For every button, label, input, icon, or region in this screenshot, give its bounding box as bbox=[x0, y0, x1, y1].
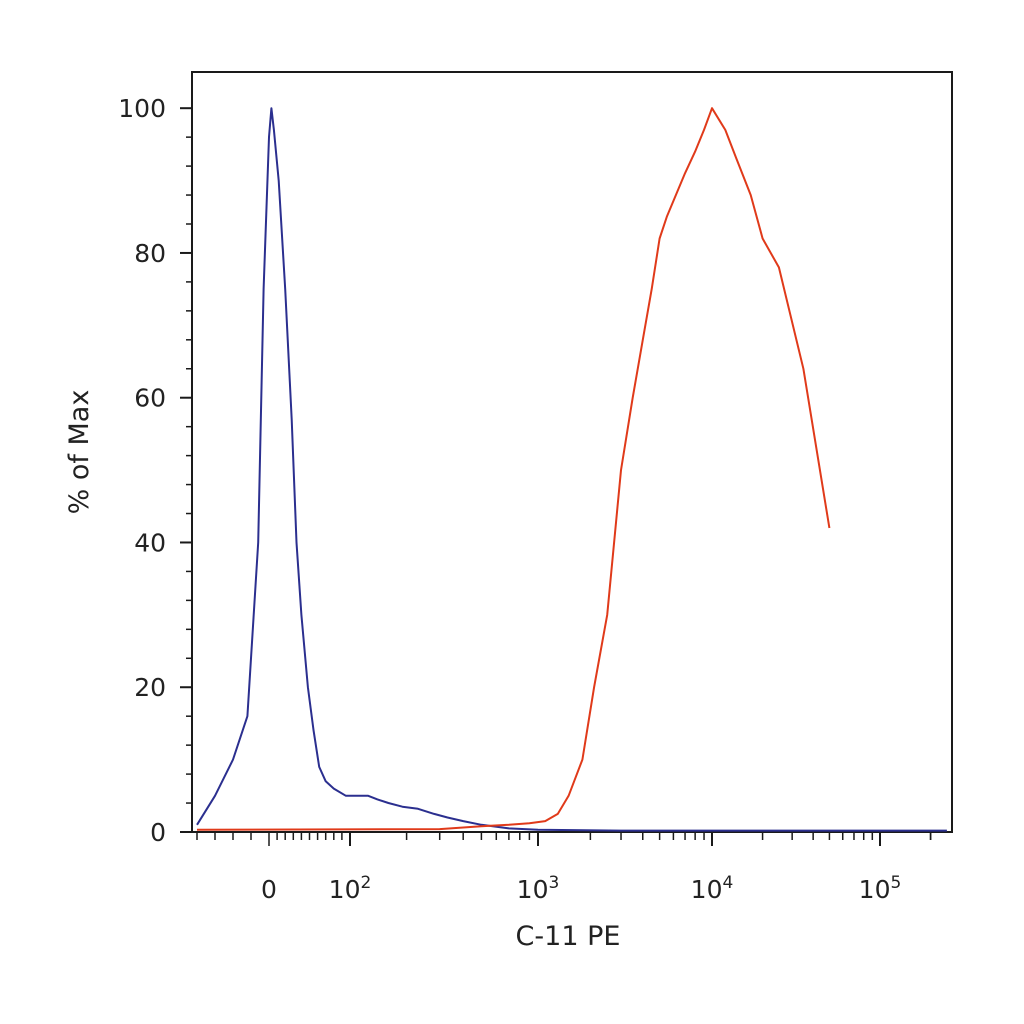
y-tick-label: 80 bbox=[134, 239, 166, 268]
y-tick-label: 0 bbox=[150, 818, 166, 847]
y-tick-label: 100 bbox=[118, 94, 166, 123]
x-tick-label: 0 bbox=[261, 875, 277, 904]
x-tick-label: 102 bbox=[329, 873, 372, 904]
y-tick-labels: 0 20 40 60 80 100 bbox=[118, 94, 166, 847]
y-major-ticks bbox=[180, 107, 192, 833]
x-tick-label: 104 bbox=[691, 873, 734, 904]
y-axis-title: % of Max bbox=[64, 390, 95, 515]
y-tick-label: 60 bbox=[134, 384, 166, 413]
x-ticks bbox=[196, 832, 932, 846]
plot-frame bbox=[191, 71, 953, 833]
x-tick-label: 105 bbox=[859, 873, 902, 904]
y-tick-label: 20 bbox=[134, 673, 166, 702]
y-minor-ticks bbox=[186, 136, 192, 804]
series-group bbox=[196, 107, 947, 832]
x-axis-title: C-11 PE bbox=[516, 921, 621, 952]
x-tick-label: 103 bbox=[517, 873, 560, 904]
series-line-2 bbox=[196, 107, 831, 831]
x-tick-labels: 0 102 103 104 105 bbox=[261, 873, 901, 904]
y-tick-label: 40 bbox=[134, 528, 166, 557]
